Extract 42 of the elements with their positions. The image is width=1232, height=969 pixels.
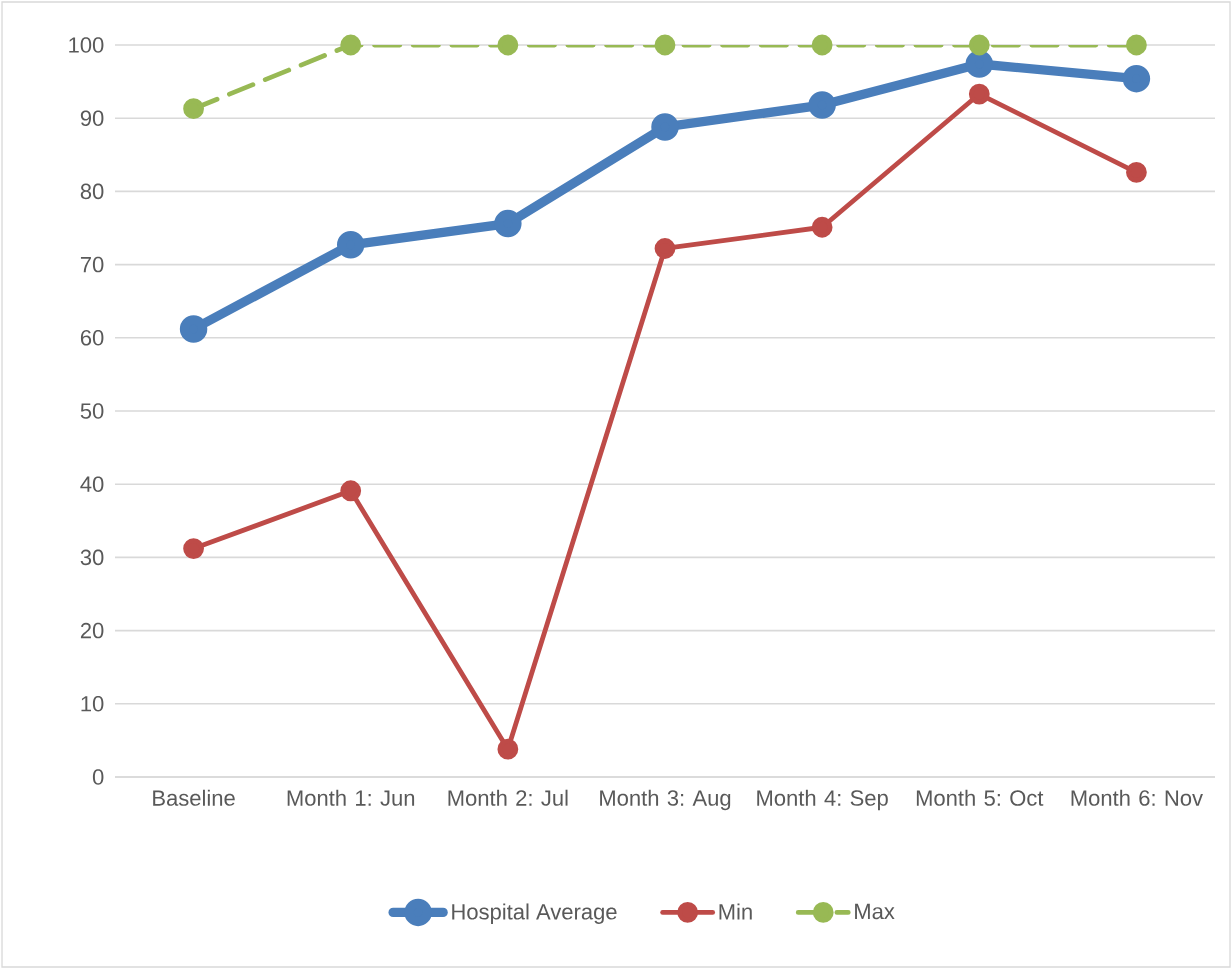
- point: [651, 113, 679, 141]
- y-tick-label: 100: [69, 37, 104, 53]
- x-tick-label: Month 2: Jul: [448, 789, 568, 806]
- legend-label: Min: [719, 903, 752, 920]
- x-tick-label: Month 4: Sep: [757, 789, 888, 811]
- x-tick-label: Month 5: Oct: [916, 789, 1044, 806]
- point: [654, 34, 676, 56]
- point: [1126, 161, 1147, 183]
- y-tick-label: 0: [92, 769, 104, 785]
- y-tick-label: 40: [80, 476, 104, 492]
- y-tick-label: 10: [81, 695, 104, 712]
- point: [179, 315, 208, 343]
- y-tick-label: 20: [80, 622, 104, 639]
- point: [497, 34, 519, 56]
- point: [340, 34, 362, 56]
- y-tick-label: 80: [80, 183, 104, 200]
- point: [965, 50, 994, 78]
- x-tick-label: Month 6: Nov: [1071, 789, 1203, 806]
- point: [1126, 34, 1147, 56]
- x-tick-label: Baseline: [153, 789, 235, 806]
- legend-label: Max: [855, 903, 895, 920]
- y-tick-label: 60: [80, 329, 104, 346]
- point: [811, 216, 833, 238]
- y-tick-label: 50: [80, 403, 104, 419]
- point: [497, 738, 519, 760]
- point: [968, 83, 990, 105]
- point: [336, 231, 365, 259]
- y-tick-label: 70: [80, 256, 104, 273]
- y-tick-label: 90: [80, 110, 104, 126]
- point: [654, 238, 676, 259]
- point: [340, 480, 362, 502]
- point: [494, 209, 522, 238]
- legend-label: Hospital Average: [452, 903, 617, 924]
- point: [1122, 64, 1151, 93]
- point: [968, 34, 990, 56]
- y-tick-label: 30: [80, 549, 104, 566]
- x-tick-label: Month 1: Jun: [287, 789, 415, 806]
- x-tick-label: Month 3: Aug: [600, 789, 731, 811]
- point: [183, 98, 204, 120]
- point: [811, 34, 833, 56]
- point: [183, 538, 204, 559]
- point: [808, 91, 836, 119]
